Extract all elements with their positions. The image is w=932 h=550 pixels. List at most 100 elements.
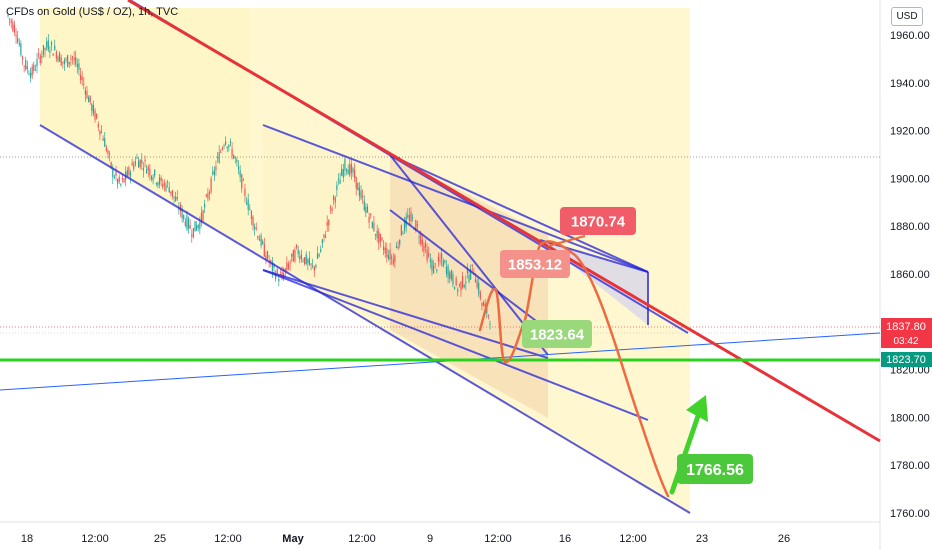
candle-body xyxy=(457,289,459,292)
channel-line xyxy=(262,269,649,421)
candle-body xyxy=(39,55,41,64)
candle-body xyxy=(387,255,390,259)
candle-body xyxy=(321,239,323,244)
price-axis-area xyxy=(880,0,932,550)
candle-body xyxy=(395,246,398,248)
candle-body xyxy=(326,222,328,226)
candle-body xyxy=(36,59,38,67)
candle-body xyxy=(216,156,219,159)
candle-body xyxy=(416,224,419,226)
candle-body xyxy=(88,97,90,103)
candle-body xyxy=(397,246,399,249)
candle-body xyxy=(79,74,82,81)
candle-body xyxy=(73,57,75,61)
candle-body xyxy=(471,264,473,267)
candle-body xyxy=(181,209,183,219)
candle-body xyxy=(334,197,336,203)
candle-body xyxy=(316,253,319,259)
candle-body xyxy=(221,147,224,150)
candle-body xyxy=(67,55,69,67)
candle-body xyxy=(357,182,359,191)
candle-body xyxy=(99,130,101,135)
current-price-value: 1837.80 xyxy=(886,321,926,333)
candle-body xyxy=(34,69,37,71)
candle-body xyxy=(468,275,470,282)
candle-body xyxy=(97,123,99,128)
candle-body xyxy=(418,236,420,238)
candle-body xyxy=(144,159,146,162)
candle-body xyxy=(423,245,425,251)
candle-body xyxy=(57,56,59,61)
candle-body xyxy=(487,315,489,317)
candle-body xyxy=(249,208,251,210)
channel-line xyxy=(389,209,549,331)
candle-body xyxy=(489,323,491,325)
candle-body xyxy=(270,260,272,262)
support-level-tag xyxy=(881,352,932,367)
channel-line xyxy=(539,239,649,273)
candle-body xyxy=(139,159,141,168)
candle-body xyxy=(400,225,402,236)
x-tick-label: 9 xyxy=(427,533,433,545)
candle-body xyxy=(91,104,93,112)
candle-body xyxy=(218,152,220,164)
candle-body xyxy=(196,225,198,231)
candle-body xyxy=(189,225,191,229)
candle-body xyxy=(463,285,465,288)
candle-body xyxy=(197,224,199,229)
x-tick-label: 18 xyxy=(21,533,33,545)
candle-body xyxy=(118,176,120,182)
candle-body xyxy=(342,169,344,178)
candle-body xyxy=(38,53,40,55)
candle-body xyxy=(158,177,161,185)
candle-body xyxy=(410,212,412,222)
candle-body xyxy=(242,180,244,182)
candle-body xyxy=(415,220,417,232)
candle-body xyxy=(131,162,133,166)
candle-body xyxy=(439,259,441,261)
candle-body xyxy=(358,187,361,197)
candle-body xyxy=(470,269,472,280)
candle-body xyxy=(266,251,269,259)
candle-body xyxy=(481,302,483,306)
current-price-tag xyxy=(881,318,932,348)
candle-body xyxy=(157,182,159,186)
currency-button[interactable]: USD xyxy=(891,7,923,26)
candle-body xyxy=(383,246,385,251)
y-tick-label: 1960.00 xyxy=(890,30,930,42)
candle-body xyxy=(58,52,61,62)
candle-body xyxy=(362,195,364,197)
x-tick-label: 12:00 xyxy=(619,533,647,545)
label-1766-box xyxy=(677,454,753,484)
label-1823-box xyxy=(522,320,592,348)
candle-body xyxy=(184,221,186,226)
candle-body xyxy=(460,281,462,291)
candle-body xyxy=(162,184,164,188)
candle-body xyxy=(204,203,206,208)
candle-body xyxy=(84,90,86,95)
candle-body xyxy=(353,170,356,179)
y-tick-label: 1860.00 xyxy=(890,269,930,281)
candle-body xyxy=(92,104,95,114)
candle-body xyxy=(365,206,367,214)
candle-body xyxy=(9,18,11,20)
candle-body xyxy=(166,181,169,183)
candle-body xyxy=(117,179,119,184)
candle-body xyxy=(183,215,185,220)
candle-body xyxy=(83,83,85,85)
candle-body xyxy=(378,231,380,244)
candle-body xyxy=(370,213,372,216)
candles xyxy=(7,14,491,330)
channel-line xyxy=(39,124,691,514)
candle-body xyxy=(104,138,106,147)
candle-body xyxy=(100,131,103,134)
candle-body xyxy=(220,151,222,153)
candle-body xyxy=(360,190,362,199)
support-level-value: 1823.70 xyxy=(886,354,926,366)
candle-body xyxy=(289,262,291,265)
channel-line xyxy=(389,154,549,356)
candle-body xyxy=(170,191,172,194)
candle-body xyxy=(363,200,365,211)
